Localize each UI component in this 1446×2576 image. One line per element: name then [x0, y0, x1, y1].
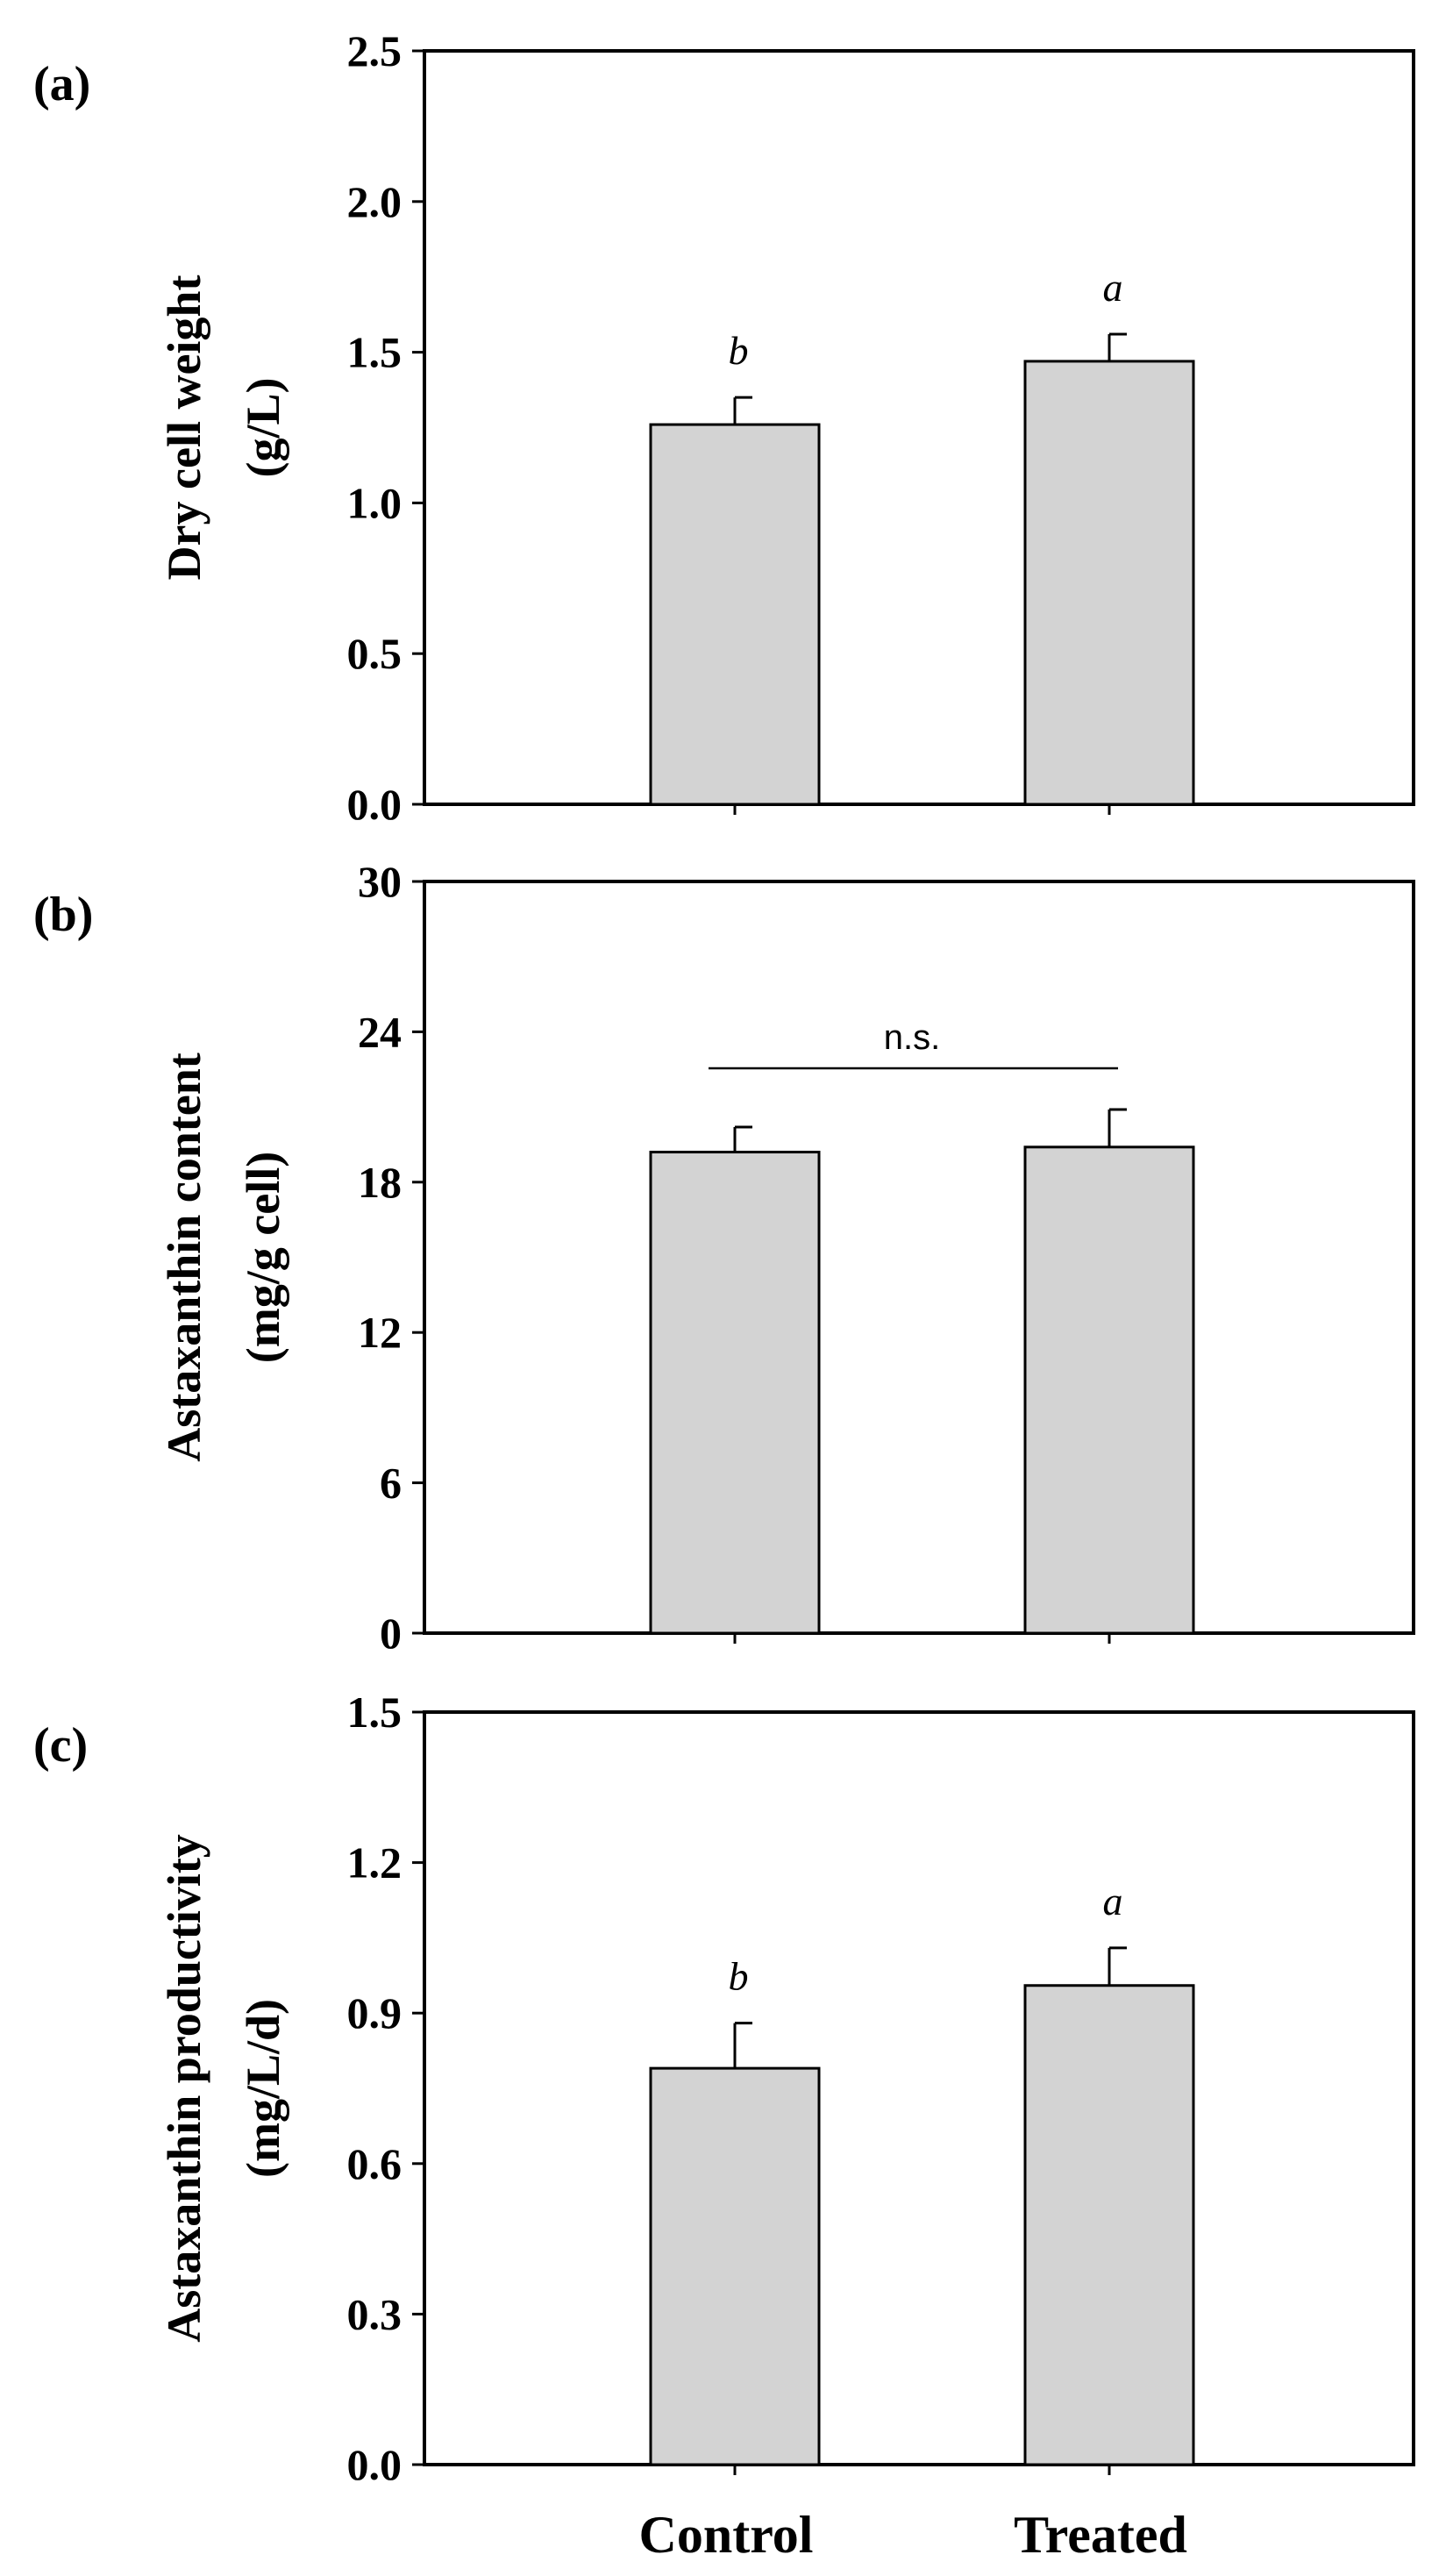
y-tick-label: 6 — [380, 1459, 402, 1508]
chart-panel-3: 0.0 0.3 0.6 0.9 1.2 1.5 (c) Astaxanthin product… — [33, 1688, 1415, 2489]
plot-frame — [423, 1710, 1415, 2466]
x-category-label: Control — [639, 2506, 814, 2564]
bar-control — [649, 2066, 821, 2466]
bar-control — [649, 1151, 821, 1635]
significance-letter: a — [1103, 265, 1123, 310]
significance-letter: b — [729, 1954, 749, 1999]
significance-letter: a — [1103, 1879, 1123, 1923]
panel-label: (b) — [33, 888, 93, 942]
y-tick-label: 0.9 — [347, 1988, 402, 2037]
y-tick-label: 0.0 — [347, 780, 402, 829]
bar-treated — [1023, 360, 1195, 806]
y-tick-label: 0 — [380, 1609, 402, 1658]
y-tick-label: 1.2 — [347, 1838, 402, 1887]
bar-treated — [1023, 1145, 1195, 1635]
y-axis-title: Astaxanthin productivity — [158, 1834, 210, 2343]
y-axis-unit: (mg/g cell) — [237, 1152, 289, 1363]
chart-panel-2: 0 6 12 18 24 30 (b) Astaxanthin content (mg/g ce… — [33, 857, 1415, 1658]
y-tick-label: 12 — [358, 1308, 402, 1357]
plot-frame — [423, 880, 1415, 1635]
y-tick-label: 1.0 — [347, 478, 402, 527]
comparison-label: n.s. — [884, 1018, 940, 1057]
y-axis-unit: (g/L) — [237, 378, 289, 478]
chart-panel-1: 0.0 0.5 1.0 1.5 2.0 2.5 (a) Dry cell weight (g/L… — [33, 26, 1415, 829]
y-tick-label: 1.5 — [347, 328, 402, 377]
y-tick-label: 0.6 — [347, 2139, 402, 2188]
y-tick-label: 24 — [358, 1007, 402, 1056]
bar-treated — [1023, 1984, 1195, 2466]
x-category-label: Treated — [1014, 2506, 1187, 2564]
y-tick-label: 2.0 — [347, 177, 402, 226]
y-tick-label: 0.3 — [347, 2289, 402, 2338]
y-tick-label: 0.5 — [347, 629, 402, 678]
y-tick-label: 18 — [358, 1158, 402, 1207]
panel-label: (a) — [33, 57, 90, 111]
plot-frame — [423, 49, 1415, 806]
y-tick-label: 2.5 — [347, 26, 402, 75]
y-axis-title: Astaxanthin content — [158, 1053, 210, 1462]
y-tick-label: 0.0 — [347, 2440, 402, 2489]
y-axis-unit: (mg/L/d) — [237, 1999, 289, 2178]
y-tick-label: 30 — [358, 857, 402, 906]
y-axis-title: Dry cell weight — [158, 275, 210, 581]
bar-control — [649, 423, 821, 806]
y-tick-label: 1.5 — [347, 1688, 402, 1737]
panel-label: (c) — [33, 1718, 88, 1773]
significance-letter: b — [729, 328, 749, 373]
